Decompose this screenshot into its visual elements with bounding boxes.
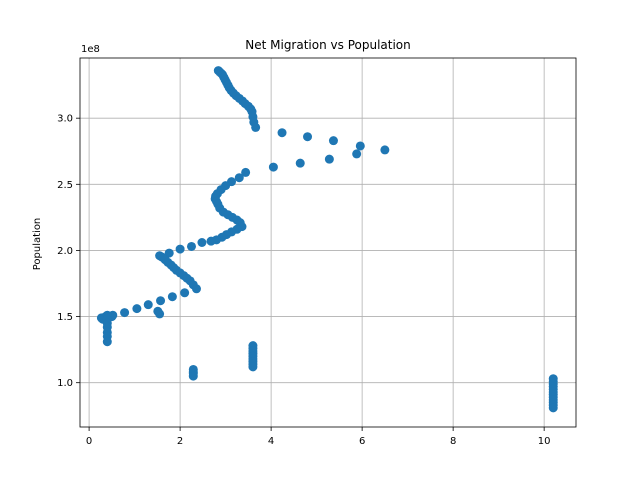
data-point [102, 337, 112, 347]
data-point [143, 300, 153, 310]
data-point [120, 308, 130, 318]
data-point [191, 284, 201, 294]
y-tick-label: 1.0 [57, 378, 73, 389]
data-point [324, 154, 334, 164]
data-point [234, 173, 244, 183]
y-offset-label: 1e8 [81, 44, 100, 55]
y-tick-label: 1.5 [57, 312, 73, 323]
data-point [355, 141, 365, 151]
plot-frame [79, 57, 577, 428]
data-point [175, 244, 185, 254]
data-point [206, 236, 216, 246]
data-point [156, 296, 166, 306]
data-point [380, 145, 390, 155]
x-axis-ticks: 0 2 4 6 8 10 [86, 427, 551, 447]
x-tick-label: 2 [177, 436, 183, 447]
data-point [197, 238, 207, 247]
data-point [167, 292, 177, 302]
data-point [277, 128, 287, 138]
x-tick-label: 4 [268, 436, 274, 447]
data-point [268, 162, 278, 172]
data-point [548, 403, 558, 413]
data-point [186, 241, 196, 251]
data-point [132, 304, 142, 314]
data-point [251, 122, 261, 132]
y-tick-label: 2.5 [57, 180, 73, 191]
x-tick-label: 8 [450, 436, 456, 447]
data-point [155, 309, 165, 319]
data-point [188, 371, 198, 381]
x-tick-label: 10 [538, 436, 551, 447]
data-point [248, 362, 258, 372]
x-tick-label: 0 [86, 436, 92, 447]
x-tick-label: 6 [359, 436, 365, 447]
y-axis-ticks: 1.0 1.5 2.0 2.5 3.0 [57, 114, 80, 389]
data-points [96, 66, 558, 413]
data-point [164, 248, 174, 258]
data-point [180, 288, 190, 298]
data-point [295, 158, 305, 168]
data-point [303, 132, 313, 142]
data-point [328, 136, 338, 146]
y-tick-label: 3.0 [57, 114, 73, 125]
y-tick-label: 2.0 [57, 246, 73, 257]
data-point [352, 149, 362, 159]
chart-title: Net Migration vs Population [245, 38, 411, 52]
data-point [241, 167, 251, 177]
y-axis-label: Population [32, 218, 43, 271]
